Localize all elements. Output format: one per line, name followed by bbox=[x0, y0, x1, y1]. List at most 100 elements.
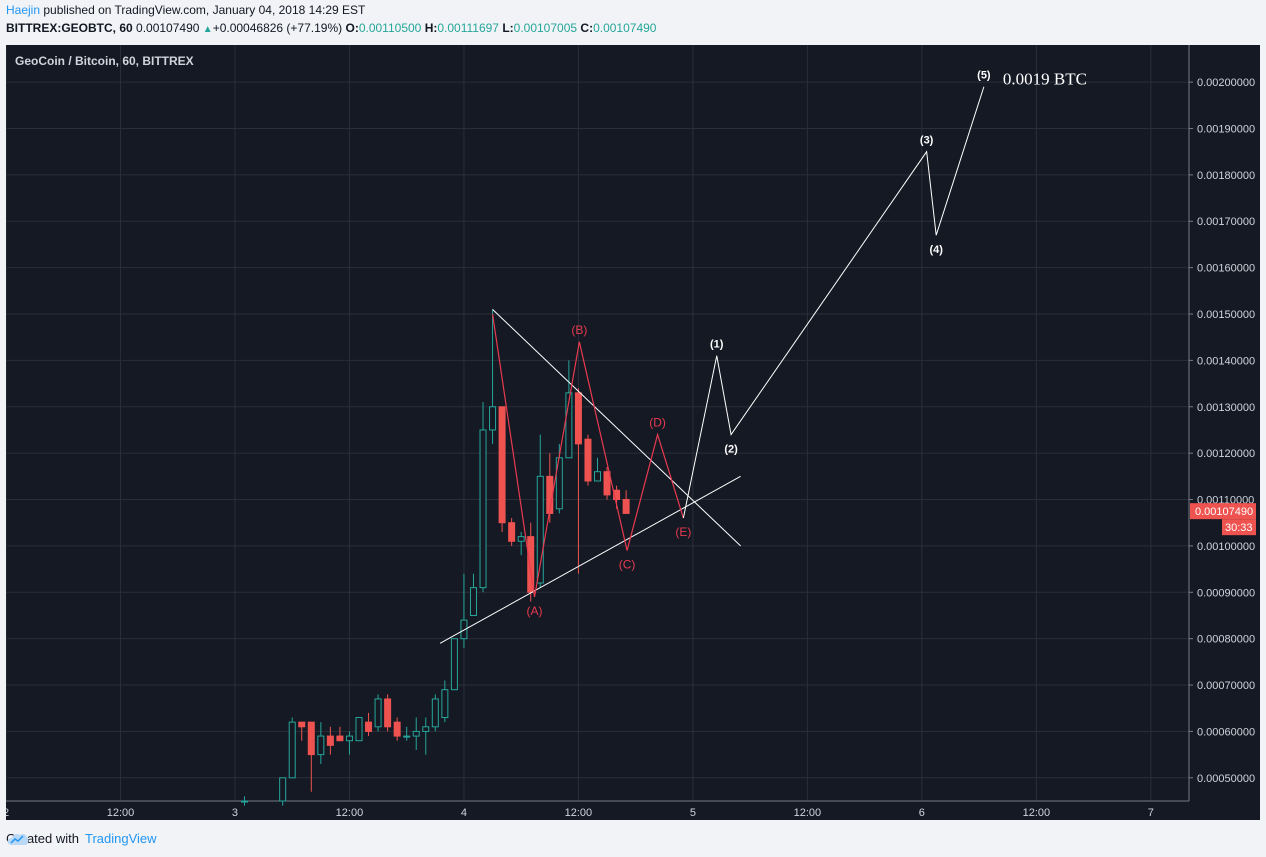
candle-body bbox=[279, 777, 287, 802]
candle-body bbox=[508, 522, 516, 542]
candle-body bbox=[317, 735, 325, 756]
candle-body bbox=[393, 721, 401, 737]
candle-body bbox=[288, 721, 296, 779]
countdown-label: 30:33 bbox=[1225, 522, 1253, 534]
candle-body bbox=[450, 638, 458, 691]
x-tick-label: 12:00 bbox=[565, 807, 593, 819]
candle-body bbox=[584, 438, 592, 482]
candle-body bbox=[345, 735, 353, 742]
y-tick-label: 0.00180000 bbox=[1197, 170, 1255, 182]
candle-body bbox=[469, 587, 477, 616]
publish-info: Haejin published on TradingView.com, Jan… bbox=[6, 3, 365, 17]
candle-body bbox=[326, 735, 334, 746]
y-tick-label: 0.00060000 bbox=[1197, 726, 1255, 738]
y-tick-label: 0.00100000 bbox=[1197, 541, 1255, 553]
low-label: L: bbox=[502, 21, 514, 35]
candle-body bbox=[565, 392, 573, 459]
y-tick-label: 0.00070000 bbox=[1197, 680, 1255, 692]
candle-body bbox=[574, 392, 582, 445]
candle-body bbox=[431, 698, 439, 728]
y-tick-label: 0.00130000 bbox=[1197, 402, 1255, 414]
wave-label: (5) bbox=[977, 70, 991, 82]
chart-panel[interactable]: 0.00200000 0.00190000 0.00180000 0.00170000… bbox=[6, 45, 1260, 820]
candle-body bbox=[479, 429, 487, 589]
x-tick-label: 2 bbox=[6, 807, 9, 819]
candle-body bbox=[412, 730, 420, 737]
triangle-pattern-line bbox=[491, 313, 684, 598]
candle-body bbox=[489, 406, 497, 431]
y-tick-label: 0.00050000 bbox=[1197, 773, 1255, 785]
x-tick-label: 3 bbox=[232, 807, 238, 819]
pattern-label: (D) bbox=[649, 416, 666, 430]
wave-label: (4) bbox=[929, 244, 943, 256]
wave-label: (3) bbox=[920, 135, 934, 147]
y-tick-label: 0.00150000 bbox=[1197, 309, 1255, 321]
y-tick-label: 0.00140000 bbox=[1197, 355, 1255, 367]
close-value: 0.00107490 bbox=[593, 21, 657, 35]
candle-body bbox=[622, 499, 630, 514]
wave-projection-line bbox=[682, 86, 985, 519]
open-value: 0.00110500 bbox=[358, 21, 422, 35]
published-text: published on TradingView.com, January 04… bbox=[43, 3, 366, 17]
price-tag-label: 0.00107490 bbox=[1195, 506, 1253, 518]
candle-body bbox=[613, 489, 621, 501]
candle-body bbox=[536, 475, 544, 584]
trendline-upper bbox=[492, 309, 741, 547]
candle-body bbox=[594, 471, 601, 482]
author-link[interactable]: Haejin bbox=[6, 3, 41, 17]
candle-body bbox=[441, 689, 449, 719]
candlestick-chart[interactable]: 0.00200000 0.00190000 0.00180000 0.00170000… bbox=[6, 45, 1260, 820]
y-tick-label: 0.00200000 bbox=[1197, 77, 1255, 89]
close-label: C: bbox=[580, 21, 594, 35]
wave-label: (1) bbox=[710, 339, 724, 351]
trendline-lower bbox=[439, 475, 741, 644]
y-tick-label: 0.00160000 bbox=[1197, 263, 1255, 275]
symbol-label: BITTREX:GEOBTC, 60 bbox=[6, 21, 133, 35]
price-tag-bg bbox=[1190, 503, 1256, 520]
candle-body bbox=[527, 536, 535, 593]
change-value: +0.00046826 (+77.19%) bbox=[212, 21, 343, 35]
pattern-label: (B) bbox=[571, 323, 587, 337]
x-tick-label: 12:00 bbox=[107, 807, 135, 819]
candle-body bbox=[241, 800, 249, 803]
candle-body bbox=[384, 698, 392, 728]
up-arrow-icon: ▲ bbox=[202, 24, 213, 35]
chart-title: GeoCoin / Bitcoin, 60, BITTREX bbox=[15, 54, 194, 68]
footer: Created with TradingView bbox=[6, 831, 157, 846]
high-value: 0.00111697 bbox=[437, 21, 499, 35]
y-tick-label: 0.00090000 bbox=[1197, 587, 1255, 599]
x-tick-label: 12:00 bbox=[1023, 807, 1051, 819]
y-tick-label: 0.00080000 bbox=[1197, 634, 1255, 646]
x-tick-label: 12:00 bbox=[794, 807, 822, 819]
candle-body bbox=[365, 721, 373, 732]
candle-body bbox=[374, 698, 382, 728]
candle-body bbox=[355, 717, 363, 742]
candle-body bbox=[460, 619, 468, 640]
candle-body bbox=[422, 726, 430, 732]
candle-body bbox=[307, 721, 315, 756]
y-tick-label: 0.00120000 bbox=[1197, 448, 1255, 460]
open-label: O: bbox=[345, 21, 359, 35]
target-label: 0.0019 BTC bbox=[1003, 70, 1087, 89]
y-tick-label: 0.00170000 bbox=[1197, 216, 1255, 228]
candle-body bbox=[298, 721, 306, 728]
candle-body bbox=[336, 735, 344, 742]
tradingview-link[interactable]: TradingView bbox=[84, 831, 157, 846]
high-label: H: bbox=[424, 21, 438, 35]
tradingview-logo-icon bbox=[7, 833, 29, 845]
ohlc-line: BITTREX:GEOBTC, 60 0.00107490 ▲+0.000468… bbox=[6, 21, 656, 35]
pattern-label: (C) bbox=[619, 558, 636, 572]
y-tick-label: 0.00190000 bbox=[1197, 123, 1255, 135]
candle-body bbox=[517, 536, 525, 542]
x-tick-label: 7 bbox=[1148, 807, 1154, 819]
candle-body bbox=[403, 735, 411, 738]
pattern-label: (A) bbox=[527, 604, 543, 618]
wave-label: (2) bbox=[724, 444, 738, 456]
candle-body bbox=[603, 471, 611, 496]
pattern-label: (E) bbox=[675, 525, 691, 539]
x-tick-label: 5 bbox=[690, 807, 696, 819]
last-price: 0.00107490 bbox=[136, 21, 200, 35]
x-tick-label: 6 bbox=[919, 807, 925, 819]
x-tick-label: 12:00 bbox=[336, 807, 364, 819]
low-value: 0.00107005 bbox=[513, 21, 578, 35]
